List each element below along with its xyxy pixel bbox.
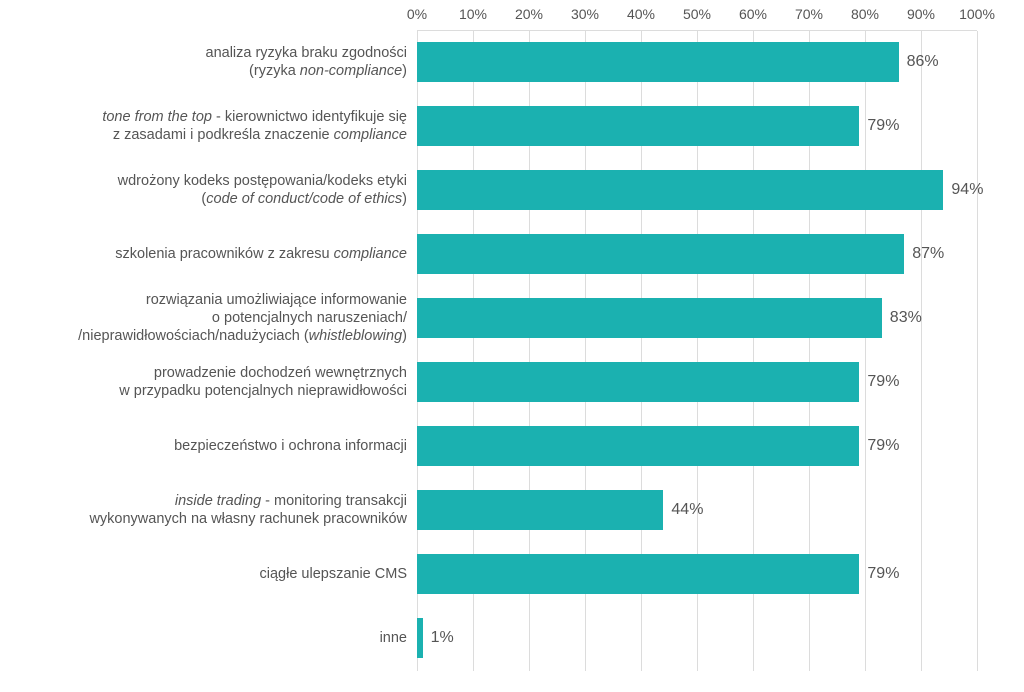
value-label: 79% bbox=[867, 373, 899, 391]
axis-tick-label: 60% bbox=[739, 6, 767, 22]
horizontal-bar-chart: 0% 10% 20% 30% 40% 50% 60% 70% 80% 90% 100% analiz… bbox=[0, 0, 1024, 692]
axis-tick-label: 100% bbox=[959, 6, 995, 22]
category-label: bezpieczeństwo i ochrona informacji bbox=[0, 437, 407, 455]
bar bbox=[417, 618, 423, 658]
axis-tick-label: 90% bbox=[907, 6, 935, 22]
category-label: ciągłe ulepszanie CMS bbox=[0, 565, 407, 583]
chart-row: inne 1% bbox=[0, 606, 1024, 670]
category-label: wdrożony kodeks postępowania/kodeks etyk… bbox=[0, 172, 407, 208]
category-label: rozwiązania umożliwiające informowanie o… bbox=[0, 291, 407, 345]
chart-row: inside trading - monitoring transakcji w… bbox=[0, 478, 1024, 542]
value-label: 86% bbox=[907, 53, 939, 71]
value-label: 94% bbox=[951, 181, 983, 199]
chart-row: bezpieczeństwo i ochrona informacji 79% bbox=[0, 414, 1024, 478]
axis-tick-label: 30% bbox=[571, 6, 599, 22]
value-label: 87% bbox=[912, 245, 944, 263]
chart-row: ciągłe ulepszanie CMS 79% bbox=[0, 542, 1024, 606]
chart-row: szkolenia pracowników z zakresu complian… bbox=[0, 222, 1024, 286]
category-label: szkolenia pracowników z zakresu complian… bbox=[0, 245, 407, 263]
category-label: analiza ryzyka braku zgodności (ryzyka n… bbox=[0, 44, 407, 80]
value-label: 44% bbox=[671, 501, 703, 519]
value-label: 79% bbox=[867, 117, 899, 135]
axis-tick-label: 70% bbox=[795, 6, 823, 22]
bar bbox=[417, 234, 904, 274]
category-label: inne bbox=[0, 629, 407, 647]
axis-tick-label: 80% bbox=[851, 6, 879, 22]
bar bbox=[417, 106, 859, 146]
value-label: 1% bbox=[431, 629, 454, 647]
chart-rows: analiza ryzyka braku zgodności (ryzyka n… bbox=[0, 30, 1024, 670]
bar bbox=[417, 298, 882, 338]
chart-row: analiza ryzyka braku zgodności (ryzyka n… bbox=[0, 30, 1024, 94]
bar bbox=[417, 490, 663, 530]
axis-tick-label: 10% bbox=[459, 6, 487, 22]
value-label: 83% bbox=[890, 309, 922, 327]
category-label: prowadzenie dochodzeń wewnętrznych w prz… bbox=[0, 364, 407, 400]
category-label: tone from the top - kierownictwo identyf… bbox=[0, 108, 407, 144]
bar bbox=[417, 362, 859, 402]
chart-row: wdrożony kodeks postępowania/kodeks etyk… bbox=[0, 158, 1024, 222]
bar bbox=[417, 426, 859, 466]
chart-row: tone from the top - kierownictwo identyf… bbox=[0, 94, 1024, 158]
axis-tick-label: 40% bbox=[627, 6, 655, 22]
bar bbox=[417, 42, 899, 82]
axis-tick-label: 20% bbox=[515, 6, 543, 22]
value-label: 79% bbox=[867, 565, 899, 583]
value-label: 79% bbox=[867, 437, 899, 455]
x-axis-labels: 0% 10% 20% 30% 40% 50% 60% 70% 80% 90% 100% bbox=[0, 0, 1024, 30]
bar bbox=[417, 170, 943, 210]
chart-row: rozwiązania umożliwiające informowanie o… bbox=[0, 286, 1024, 350]
axis-tick-label: 0% bbox=[407, 6, 427, 22]
category-label: inside trading - monitoring transakcji w… bbox=[0, 492, 407, 528]
axis-tick-label: 50% bbox=[683, 6, 711, 22]
chart-row: prowadzenie dochodzeń wewnętrznych w prz… bbox=[0, 350, 1024, 414]
bar bbox=[417, 554, 859, 594]
